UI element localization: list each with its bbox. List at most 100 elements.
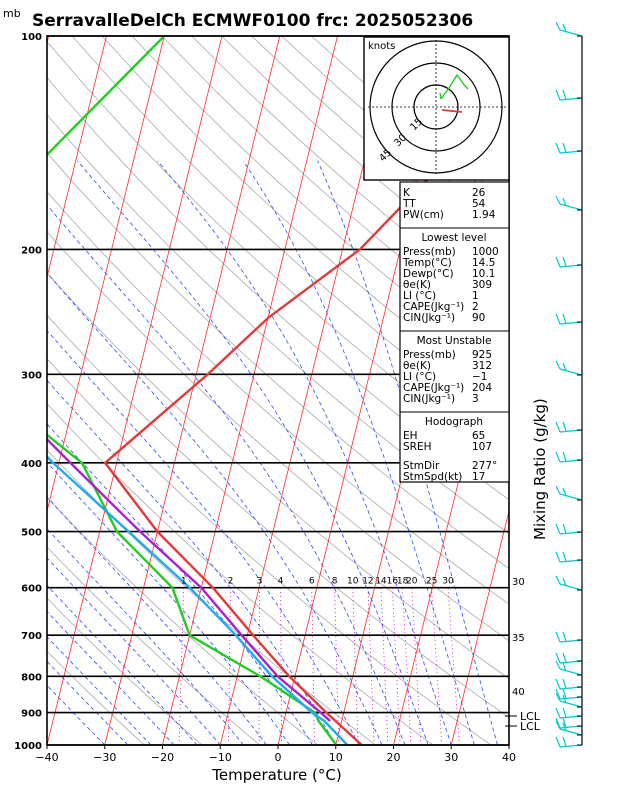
wind-barb-flag (555, 631, 561, 643)
pressure-tick-label: 1000 (14, 741, 42, 752)
moist-adiabat (47, 636, 152, 745)
index-name: Press(mb) (403, 246, 456, 258)
index-value: 1 (472, 290, 479, 302)
pressure-tick-label: 700 (21, 631, 42, 642)
moist-adiabat (47, 379, 337, 745)
wind-barb-flag (555, 360, 561, 370)
hodograph: knots 15 30 45 (363, 36, 510, 181)
wind-barb-flag (562, 197, 567, 207)
dry-adiabat (47, 191, 509, 605)
index-value: 925 (472, 349, 492, 361)
wind-barb-flag (562, 577, 567, 587)
isotherm (508, 743, 509, 745)
mixing-ratio-line (431, 587, 443, 745)
wind-barb-flag (562, 23, 567, 33)
mixing-ratio-label: 18 (397, 577, 409, 587)
index-name: CIN(Jkg⁻¹) (403, 312, 455, 324)
wind-barb-flag (562, 736, 567, 747)
wind-profile (555, 21, 583, 748)
moist-adiabat (47, 557, 221, 745)
index-value: 277° (472, 460, 497, 472)
mixing-ratio-label: 25 (426, 577, 437, 587)
x-tick-label: −40 (35, 751, 58, 764)
index-value: 312 (472, 360, 492, 372)
index-name: StmSpd(kt) (403, 471, 462, 483)
index-section-title: Most Unstable (417, 335, 492, 347)
moist-adiabat (47, 423, 313, 745)
index-value: 2 (472, 301, 479, 313)
index-name: Press(mb) (403, 349, 456, 361)
index-name: SREH (403, 441, 432, 453)
wind-barb-flag (562, 722, 567, 732)
wind-barb-flag (555, 736, 561, 748)
isotherm (47, 36, 223, 745)
wind-barb (559, 668, 583, 676)
wind-barb-flag (562, 523, 567, 534)
wind-barb-flag (562, 313, 567, 324)
temperature-profile (103, 74, 509, 745)
wind-barb-flag (555, 575, 561, 585)
wind-barb-flag (562, 652, 567, 663)
parcel-profile (47, 437, 331, 722)
index-value: 107 (472, 441, 492, 453)
dry-adiabat (47, 403, 434, 745)
dry-adiabat (47, 449, 376, 745)
wind-barb-flag (562, 89, 567, 100)
moist-adiabat (47, 528, 244, 745)
dry-adiabat (47, 114, 509, 535)
index-value: 3 (472, 393, 479, 405)
index-value: −1 (472, 371, 487, 383)
index-value: 14.5 (472, 257, 495, 269)
wind-barb (559, 700, 583, 708)
x-axis-ticks: −40 −30 −20 −10 0 10 20 30 40 (35, 745, 516, 764)
wind-barb-flag (562, 707, 567, 718)
index-name: LI (°C) (403, 290, 436, 302)
isotherm (162, 36, 338, 745)
wind-barb-flag (555, 421, 561, 433)
isotherm (450, 509, 509, 745)
moist-adiabat (47, 496, 267, 745)
isotherm-labels: 30 35 40 (512, 577, 525, 698)
mixing-ratio-label: 8 (332, 577, 338, 587)
moist-adiabat (47, 204, 406, 745)
pressure-tick-label: 500 (21, 528, 42, 539)
index-value: 309 (472, 279, 492, 291)
wind-barb-flag (555, 485, 561, 495)
storm-motion-vector (441, 109, 463, 113)
wind-barb-flag (555, 523, 561, 535)
wind-barb-flag (562, 694, 567, 704)
isotherm (104, 36, 281, 745)
wind-barb-flag (555, 256, 561, 268)
pressure-tick-label: 900 (21, 709, 42, 720)
lcl-label-1: LCL (520, 710, 541, 723)
mixing-ratio-label: 6 (309, 577, 315, 587)
pressure-tick-label: 800 (21, 672, 42, 683)
index-name: StmDir (403, 460, 440, 472)
wind-barb (559, 203, 583, 211)
wind-barb-flag (562, 487, 567, 497)
wind-barb-flag (555, 21, 561, 31)
index-name: CAPE(Jkg⁻¹) (403, 382, 464, 394)
wind-barb-flag (562, 688, 567, 699)
dry-adiabat (47, 231, 509, 642)
wind-barb-flag (562, 717, 567, 728)
mixing-ratio-label: 14 (375, 577, 387, 587)
wind-barb-flag (555, 551, 561, 563)
x-tick-label: −10 (209, 751, 232, 764)
mixing-ratio-label: 10 (347, 577, 359, 587)
moist-adiabat (47, 272, 383, 745)
index-name: PW(cm) (403, 209, 444, 221)
x-axis-label: Temperature (°C) (211, 766, 341, 784)
x-tick-label: −20 (151, 751, 174, 764)
index-name: CIN(Jkg⁻¹) (403, 393, 455, 405)
x-tick-label: 40 (502, 751, 516, 764)
mixing-ratio-label: 4 (278, 577, 284, 587)
pressure-tick-label: 200 (21, 245, 42, 256)
isotherm (47, 36, 107, 279)
wind-barb-flag (555, 195, 561, 205)
wind-barb-flag (562, 551, 567, 562)
moist-adiabat (47, 329, 360, 745)
mixing-ratio-label: 2 (228, 577, 234, 587)
moist-adiabat (77, 160, 429, 745)
